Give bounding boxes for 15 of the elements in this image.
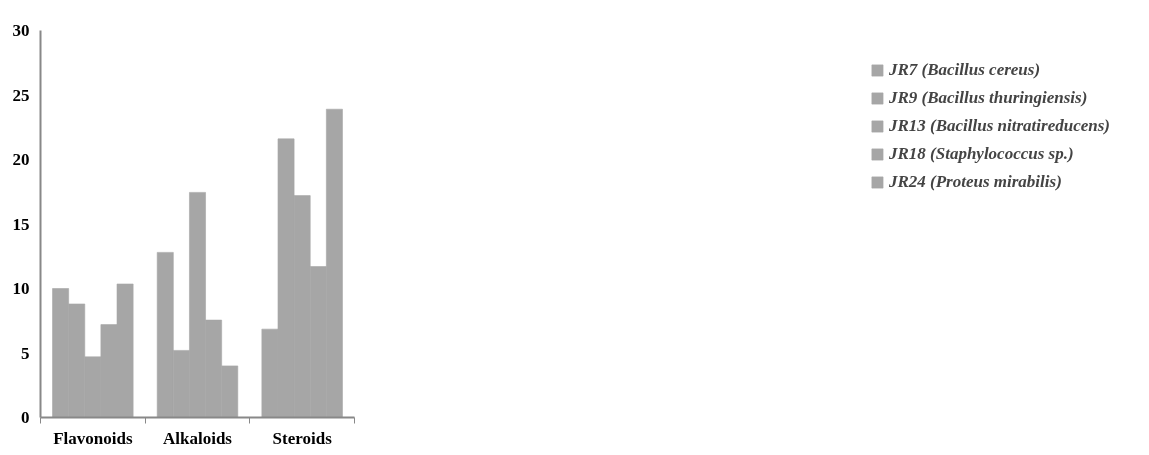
y-tick-label: 15	[12, 214, 30, 234]
x-tick-label: Flavonoids	[53, 428, 133, 448]
legend-label: JR9 (Bacillus thuringiensis)	[888, 88, 1088, 108]
legend-label: JR13 (Bacillus nitratireducens)	[888, 116, 1110, 136]
y-tick-label: 25	[12, 85, 30, 105]
y-tick-label: 20	[12, 150, 30, 169]
legend-label: JR7 (Bacillus cereus)	[888, 60, 1041, 80]
y-tick-label: 10	[12, 279, 30, 298]
legend-label: JR18 (Staphylococcus sp.)	[888, 144, 1074, 164]
y-tick-label: 0	[21, 408, 30, 427]
y-tick-label: 30	[12, 21, 30, 40]
legend-label: JR24 (Proteus mirabilis)	[888, 172, 1062, 192]
y-tick-label: 5	[21, 343, 30, 363]
x-tick-label: Alkaloids	[163, 428, 233, 448]
x-tick-label: Steroids	[272, 428, 333, 448]
